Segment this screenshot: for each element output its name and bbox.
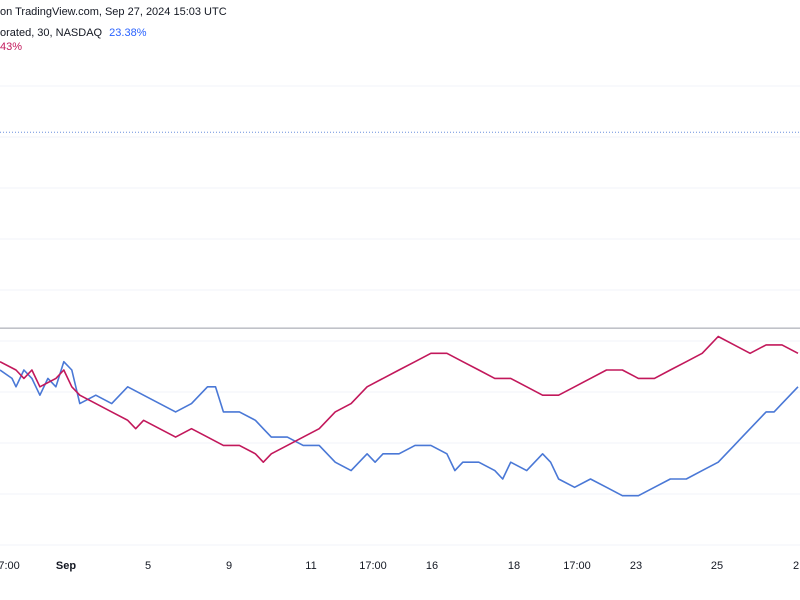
x-tick-label-9: 23 — [630, 560, 642, 572]
legend: orated, 30, NASDAQ 23.38% 43% — [0, 26, 146, 54]
x-tick-label-10: 25 — [711, 560, 723, 572]
x-axis-ticks: 17:00 Sep 5 9 11 17:00 16 18 17:00 23 25 2 — [0, 560, 799, 572]
x-tick-label-5: 17:00 — [359, 560, 387, 572]
series-line-series_b — [0, 335, 799, 463]
legend-label-series-a: orated, 30, NASDAQ — [0, 27, 103, 39]
grid-layer — [0, 85, 800, 546]
x-tick-label-6: 16 — [426, 560, 438, 572]
reference-lines — [0, 131, 800, 329]
x-tick-label-7: 18 — [508, 560, 520, 572]
x-tick-label-0: 17:00 — [0, 560, 20, 572]
x-tick-label-1: Sep — [56, 560, 76, 572]
x-tick-label-4: 11 — [305, 560, 316, 572]
header-text: on TradingView.com, Sep 27, 2024 15:03 U… — [0, 6, 227, 18]
legend-row-series-a: orated, 30, NASDAQ 23.38% — [0, 26, 146, 40]
legend-row-series-b: 43% — [0, 40, 146, 54]
x-tick-label-3: 9 — [226, 560, 232, 572]
x-tick-label-2: 5 — [145, 560, 151, 572]
chart-header: on TradingView.com, Sep 27, 2024 15:03 U… — [0, 6, 227, 18]
x-tick-label-11: 2 — [793, 560, 799, 572]
legend-value-series-b: 43% — [0, 41, 23, 53]
legend-value-series-a: 23.38% — [109, 27, 147, 39]
series-line-series_a — [0, 360, 799, 497]
series-layer — [0, 335, 799, 497]
x-tick-label-8: 17:00 — [563, 560, 591, 572]
